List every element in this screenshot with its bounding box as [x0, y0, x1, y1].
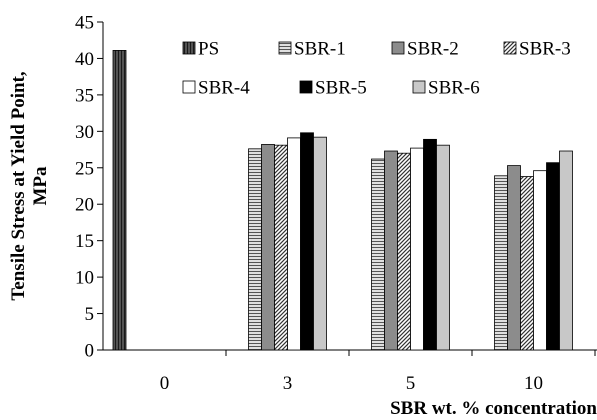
y-axis-title-line-2: MPa — [30, 166, 51, 206]
bar-sbr-4-3 — [287, 137, 301, 351]
legend-swatch-sbr-1 — [278, 41, 292, 55]
bar-sbr-1-10 — [494, 175, 508, 351]
y-tick-label: 35 — [75, 85, 94, 106]
y-tick-label: 40 — [75, 49, 94, 70]
bar-sbr-6-3 — [313, 136, 327, 351]
bar-sbr-1-3 — [248, 148, 262, 351]
y-tick-label: 45 — [75, 13, 94, 34]
bars — [112, 50, 573, 351]
legend-label-sbr-3: SBR-3 — [519, 39, 571, 60]
bar-sbr-5-10 — [546, 162, 560, 351]
bar-sbr-2-5 — [384, 150, 398, 351]
x-tick-label: 5 — [406, 373, 416, 394]
bar-sbr-4-5 — [410, 147, 424, 351]
bar-sbr-4-10 — [533, 170, 547, 351]
x-tick-label: 0 — [160, 373, 170, 394]
bar-sbr-3-5 — [397, 152, 411, 351]
x-axis-title: SBR wt. % concentration — [390, 398, 597, 419]
y-tick-label: 15 — [75, 231, 94, 252]
y-tick-label: 30 — [75, 122, 94, 143]
legend-label-sbr-4: SBR-4 — [198, 78, 250, 99]
legend-label-sbr-5: SBR-5 — [315, 78, 367, 99]
bar-ps-0 — [112, 50, 127, 351]
legend-label-sbr-6: SBR-6 — [428, 78, 480, 99]
bar-sbr-3-10 — [520, 176, 534, 351]
bar-sbr-2-10 — [507, 165, 521, 351]
x-ticks: 0 3 5 10 — [160, 350, 596, 394]
x-tick-label: 3 — [283, 373, 293, 394]
legend-swatch-sbr-4 — [182, 80, 196, 94]
bar-sbr-6-5 — [436, 144, 450, 351]
legend-label-sbr-1: SBR-1 — [294, 39, 346, 60]
y-ticks: 0 5 10 15 20 25 30 35 40 45 — [75, 13, 103, 362]
bar-sbr-1-5 — [371, 158, 385, 351]
legend-swatch-sbr-3 — [503, 41, 517, 55]
y-tick-label: 10 — [75, 268, 94, 289]
y-tick-label: 5 — [85, 304, 95, 325]
bar-sbr-5-5 — [423, 138, 437, 351]
x-tick-label: 10 — [524, 373, 543, 394]
y-tick-label: 0 — [85, 341, 95, 362]
legend-label-ps: PS — [198, 39, 219, 60]
y-tick-label: 20 — [75, 195, 94, 216]
legend: PS SBR-1 SBR-2 SBR-3 SBR-4 SBR-5 SBR-6 — [182, 39, 571, 99]
y-axis-title-line-1: Tensile Stress at Yield Point, — [8, 71, 29, 300]
legend-swatch-sbr-5 — [299, 80, 313, 94]
bar-sbr-6-10 — [559, 150, 573, 351]
bar-sbr-2-3 — [261, 144, 275, 351]
bar-sbr-3-3 — [274, 144, 288, 351]
legend-swatch-sbr-6 — [412, 80, 426, 94]
y-tick-label: 25 — [75, 158, 94, 179]
legend-swatch-ps — [182, 41, 196, 55]
bar-sbr-5-3 — [300, 132, 314, 351]
legend-label-sbr-2: SBR-2 — [407, 39, 459, 60]
legend-swatch-sbr-2 — [391, 41, 405, 55]
